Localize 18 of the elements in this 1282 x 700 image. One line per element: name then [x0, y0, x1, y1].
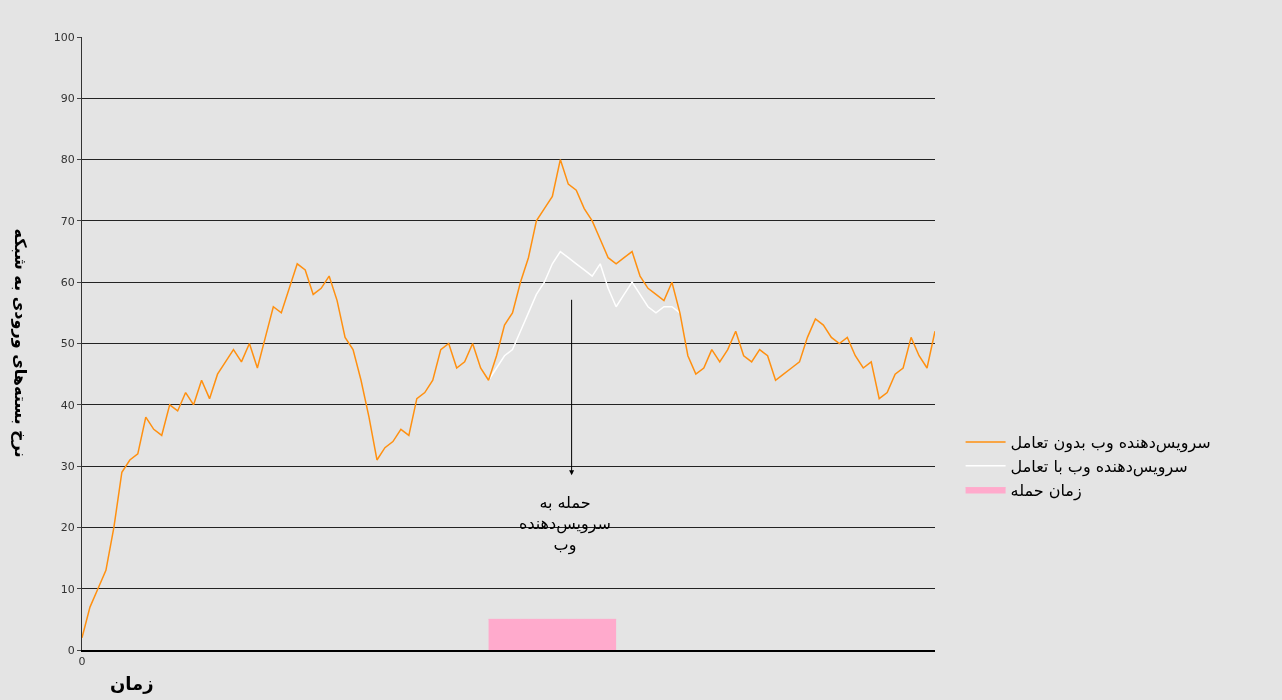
y-tick-label: 50 — [60, 337, 75, 351]
y-tick-label: 100 — [53, 30, 75, 44]
y-tick-label: 80 — [60, 153, 75, 167]
legend-label: سرویس‌دهنده وب با تعامل — [1010, 457, 1188, 478]
y-tick-label: 0 — [67, 643, 75, 657]
legend-label: سرویس‌دهنده وب بدون تعامل — [1010, 433, 1211, 454]
y-tick-label: 40 — [60, 398, 75, 412]
x-axis-title: زمان — [110, 673, 154, 694]
line-series — [82, 158, 935, 639]
y-tick-label: 90 — [60, 92, 75, 106]
y-tick-label: 10 — [60, 582, 75, 596]
y-tick-label: 30 — [60, 459, 75, 473]
line-series — [487, 250, 681, 382]
y-axis-title: نرخ بسته‌های ورودی به شبکه — [11, 228, 31, 458]
legend-label: زمان حمله — [1010, 480, 1082, 501]
y-tick-label: 60 — [60, 276, 75, 290]
y-tick-label: 20 — [60, 521, 75, 535]
y-tick-label: 70 — [60, 214, 75, 228]
